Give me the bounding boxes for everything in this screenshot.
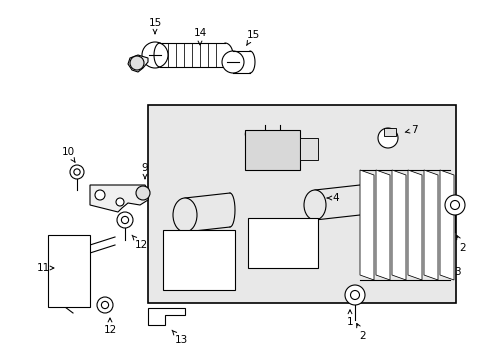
Bar — [383, 128, 395, 136]
Text: 8: 8 — [181, 217, 192, 227]
Bar — [48, 235, 90, 307]
Text: 9: 9 — [142, 163, 148, 179]
Circle shape — [345, 285, 364, 305]
Circle shape — [222, 51, 244, 73]
Polygon shape — [148, 308, 184, 325]
Circle shape — [70, 165, 84, 179]
Ellipse shape — [173, 198, 197, 232]
Text: 11: 11 — [36, 263, 54, 273]
Circle shape — [444, 195, 464, 215]
Bar — [148, 105, 455, 303]
Polygon shape — [128, 55, 148, 72]
Text: 1: 1 — [346, 310, 353, 327]
Text: 10: 10 — [61, 147, 75, 162]
Bar — [244, 130, 299, 170]
Polygon shape — [375, 170, 389, 280]
Text: 12: 12 — [132, 235, 147, 250]
Polygon shape — [423, 170, 437, 280]
Text: 5: 5 — [248, 228, 261, 238]
Bar — [247, 218, 317, 268]
Ellipse shape — [304, 190, 325, 220]
Polygon shape — [359, 170, 373, 280]
Polygon shape — [407, 170, 421, 280]
Polygon shape — [391, 170, 405, 280]
Text: 6: 6 — [243, 130, 256, 140]
Circle shape — [97, 297, 113, 313]
Text: 4: 4 — [326, 193, 339, 203]
Bar — [299, 138, 317, 160]
Text: 2: 2 — [356, 323, 366, 341]
Circle shape — [117, 212, 133, 228]
Text: 7: 7 — [405, 125, 416, 135]
Circle shape — [116, 198, 124, 206]
Circle shape — [130, 56, 143, 70]
Text: 3: 3 — [447, 267, 459, 277]
Bar — [163, 230, 235, 290]
Circle shape — [136, 186, 150, 200]
Text: 2: 2 — [456, 235, 466, 253]
Polygon shape — [90, 185, 148, 212]
Text: 14: 14 — [193, 28, 206, 45]
Text: 15: 15 — [148, 18, 162, 33]
Text: 13: 13 — [172, 330, 187, 345]
Text: 15: 15 — [246, 30, 259, 45]
Circle shape — [377, 128, 397, 148]
Circle shape — [95, 190, 105, 200]
Text: 12: 12 — [103, 318, 116, 335]
Circle shape — [142, 42, 168, 68]
Text: 3: 3 — [163, 243, 177, 253]
Polygon shape — [439, 170, 453, 280]
